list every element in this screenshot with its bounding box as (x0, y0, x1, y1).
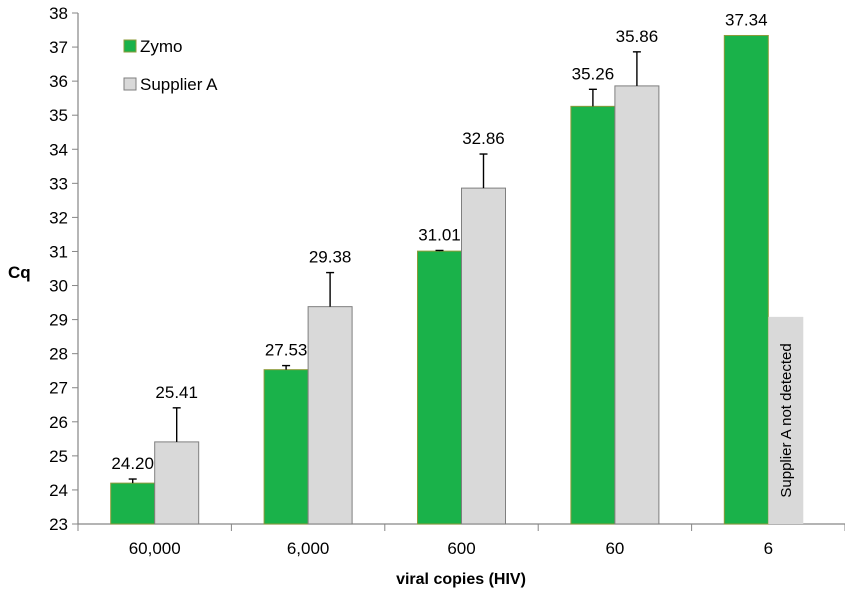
y-tick-label: 30 (49, 277, 68, 296)
y-tick-label: 32 (49, 208, 68, 227)
legend-label: Supplier A (140, 75, 218, 94)
x-tick-label: 60 (605, 539, 624, 558)
bar-zymo (417, 250, 462, 525)
y-tick-label: 37 (49, 38, 68, 57)
y-tick-label: 34 (49, 140, 68, 159)
not-detected-box (768, 316, 804, 524)
y-tick-label: 26 (49, 413, 68, 432)
x-tick-label: 6,000 (287, 539, 330, 558)
bar-supplier-a (154, 441, 200, 525)
bars (110, 34, 769, 525)
y-tick-label: 35 (49, 106, 68, 125)
bar-supplier-a (461, 187, 506, 525)
y-tick-label: 31 (49, 242, 68, 261)
y-tick-label: 38 (49, 4, 68, 23)
data-label: 35.86 (616, 27, 659, 46)
data-label: 24.20 (111, 454, 154, 473)
y-tick-label: 24 (49, 481, 68, 500)
y-axis-label: Cq (8, 263, 31, 282)
y-tick-label: 36 (49, 72, 68, 91)
x-axis-label: viral copies (HIV) (396, 571, 526, 588)
x-tick-label: 600 (447, 539, 475, 558)
data-label: 37.34 (725, 10, 768, 29)
y-tick-label: 23 (49, 515, 68, 534)
data-label: 27.53 (265, 341, 308, 360)
not-detected-label: Supplier A not detected (778, 343, 795, 497)
legend: Zymo Supplier A (123, 37, 218, 94)
legend-swatch (123, 39, 137, 53)
x-tick-label: 6 (764, 539, 773, 558)
data-label: 35.26 (572, 64, 615, 83)
data-label: 29.38 (309, 248, 352, 267)
axes: 23 24 25 26 27 28 29 30 31 32 33 34 35 36 37 38 60,000 6,… (49, 4, 845, 558)
data-label: 31.01 (418, 225, 461, 244)
y-tick-label: 27 (49, 379, 68, 398)
data-label: 32.86 (462, 129, 505, 148)
legend-swatch (123, 77, 137, 91)
bar-zymo (723, 34, 769, 525)
data-labels: 24.20 27.53 31.01 35.26 37.34 25.41 29.38 32.86… (111, 10, 767, 473)
bar-zymo (110, 482, 156, 525)
y-tick-label: 29 (49, 311, 68, 330)
y-tick-label: 28 (49, 345, 68, 364)
bar-supplier-a (614, 85, 660, 525)
data-label: 25.41 (155, 383, 198, 402)
bar-supplier-a (307, 306, 353, 525)
annotations: Supplier A not detected (768, 316, 804, 524)
bar-zymo (570, 105, 616, 525)
x-tick-label: 60,000 (129, 539, 181, 558)
y-tick-label: 25 (49, 447, 68, 466)
bar-zymo (263, 369, 309, 525)
y-tick-label: 33 (49, 174, 68, 193)
legend-label: Zymo (140, 37, 183, 56)
error-bars (128, 51, 641, 484)
